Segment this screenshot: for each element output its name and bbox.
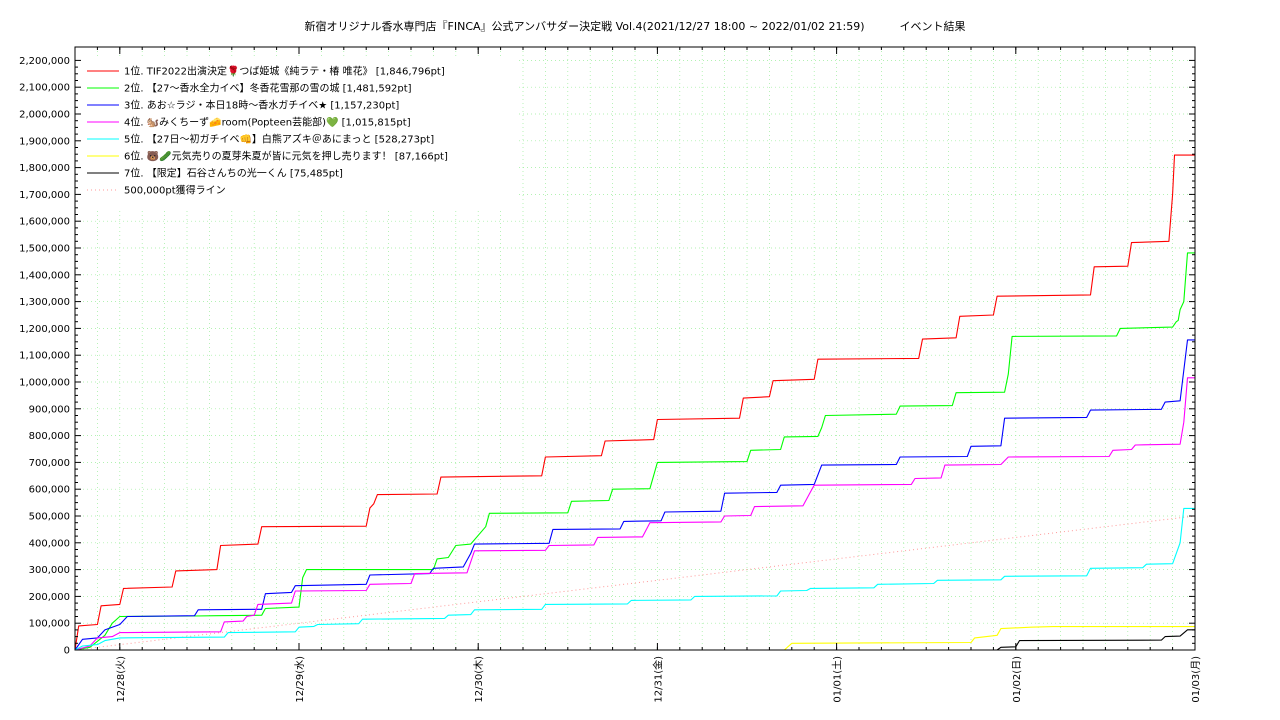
y-tick-label: 800,000: [29, 431, 70, 442]
y-tick-label: 1,100,000: [19, 351, 70, 362]
y-tick-label: 2,000,000: [19, 110, 70, 121]
legend-label: 4位. 🐿️みくちーず🧀room(Popteen芸能部)💚 [1,015,815…: [124, 116, 411, 129]
x-tick-label: 01/01(土): [831, 656, 844, 703]
legend-label: 2位. 【27〜香水全力イベ】冬香花雪那の雪の城 [1,481,592pt]: [124, 82, 412, 95]
y-tick-label: 1,300,000: [19, 297, 70, 308]
y-tick-label: 700,000: [29, 458, 70, 469]
legend-label: 500,000pt獲得ライン: [124, 184, 226, 197]
y-tick-label: 1,700,000: [19, 190, 70, 201]
legend-background: [81, 59, 517, 209]
legend-label: 7位. 【限定】石谷さんちの光一くん [75,485pt]: [124, 167, 343, 180]
y-tick-label: 2,100,000: [19, 83, 70, 94]
y-tick-label: 100,000: [29, 619, 70, 630]
legend-label: 6位. 🐻🥒元気売りの夏芽朱夏が皆に元気を押し売ります！ [87,166pt]: [124, 150, 448, 163]
y-tick-label: 1,600,000: [19, 217, 70, 228]
series-line-3: [74, 339, 1195, 651]
legend: 1位. TIF2022出演決定🌹つば姫城《純ラテ・椿 唯花》 [1,846,79…: [81, 59, 517, 209]
legend-label: 3位. あお☆ラジ・本日18時〜香水ガチイベ★ [1,157,230pt]: [124, 99, 399, 112]
x-tick-label: 01/03(月): [1190, 656, 1202, 703]
y-tick-label: 1,000,000: [19, 378, 70, 389]
series-line-1: [74, 154, 1195, 651]
x-tick-label: 12/30(木): [473, 656, 485, 703]
x-tick-label: 12/31(金): [651, 656, 664, 703]
series-line-5: [74, 507, 1195, 651]
y-tick-label: 1,800,000: [19, 163, 70, 174]
x-tick-label: 01/02(日): [1012, 656, 1023, 703]
series-line-2: [74, 252, 1195, 651]
legend-label: 1位. TIF2022出演決定🌹つば姫城《純ラテ・椿 唯花》 [1,846,79…: [124, 65, 445, 78]
series-line-7: [996, 629, 1195, 651]
x-tick-label: 12/29(水): [294, 656, 306, 703]
series-group: [74, 154, 1195, 651]
y-tick-label: 900,000: [29, 404, 70, 415]
series-line-4: [74, 377, 1195, 651]
y-tick-label: 0: [64, 646, 70, 657]
y-tick-label: 300,000: [29, 565, 70, 576]
y-tick-label: 600,000: [29, 485, 70, 496]
y-tick-label: 1,400,000: [19, 270, 70, 281]
y-tick-label: 500,000: [29, 512, 70, 523]
y-tick-label: 1,200,000: [19, 324, 70, 335]
y-tick-label: 2,200,000: [19, 56, 70, 67]
y-tick-label: 400,000: [29, 538, 70, 549]
x-tick-label: 12/28(火): [115, 656, 127, 703]
y-axis: 0 100,000 200,000 300,000 400,000 500,000 600,…: [19, 56, 1195, 657]
chart-title: 新宿オリジナル香水専門店『FINCA』公式アンバサダー決定戦 Vol.4(202…: [304, 20, 966, 33]
y-tick-label: 200,000: [29, 592, 70, 603]
series-line-6: [783, 626, 1195, 651]
y-tick-label: 1,500,000: [19, 244, 70, 255]
legend-label: 5位. 【27日〜初ガチイベ👊】白熊アズキ＠あにまっと [528,273pt]: [124, 133, 434, 146]
y-tick-label: 1,900,000: [19, 136, 70, 147]
x-axis: 12/28(火) 12/29(水) 12/30(木) 12/31(金) 01/01(土)…: [74, 47, 1202, 703]
